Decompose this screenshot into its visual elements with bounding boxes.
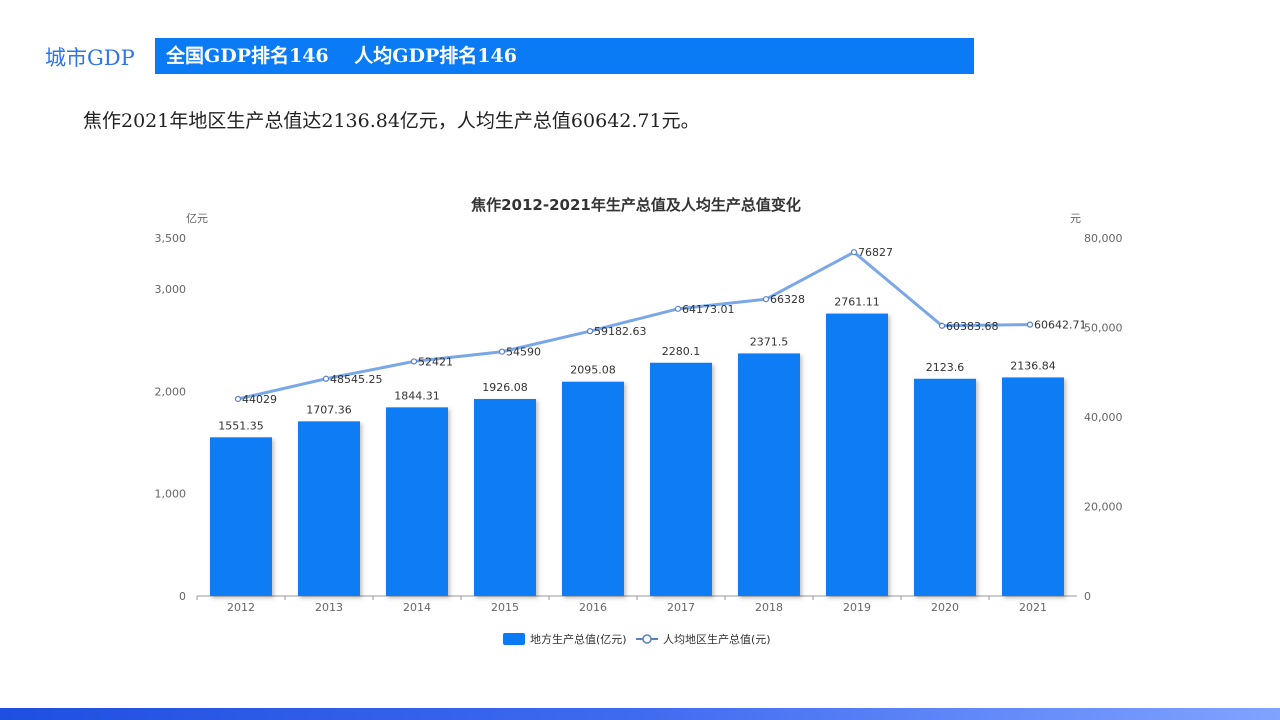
right-axis-tick-label: 80,000 — [1084, 232, 1123, 245]
line-value-label: 48545.25 — [330, 373, 383, 386]
line-value-label: 60642.71 — [1034, 319, 1087, 332]
line-point — [1026, 321, 1034, 328]
left-axis-tick-label: 3,000 — [155, 283, 187, 296]
bar-value-label: 2123.6 — [926, 361, 965, 374]
bar-gdp — [738, 353, 800, 596]
right-axis-tick-label: 20,000 — [1084, 501, 1123, 514]
legend-label-bar: 地方生产总值(亿元) — [530, 632, 627, 646]
right-axis-tick-label: 40,000 — [1084, 411, 1123, 424]
line-point — [234, 395, 242, 403]
right-axis-tick-label: 0 — [1084, 590, 1091, 603]
bar-value-label: 2371.5 — [750, 335, 789, 348]
line-value-label: 59182.63 — [594, 325, 647, 338]
ranking-banner: 全国GDP排名146 人均GDP排名146 — [155, 38, 974, 74]
bar-gdp — [474, 398, 536, 596]
bar-gdp — [386, 407, 448, 596]
bar-value-label: 2136.84 — [1010, 359, 1056, 372]
legend-swatch-line-marker — [642, 634, 652, 644]
line-point — [498, 348, 506, 355]
line-point — [586, 328, 594, 335]
bar-gdp — [826, 313, 888, 596]
left-axis-tick-label: 3,500 — [155, 232, 187, 245]
legend-swatch-bar — [503, 633, 525, 645]
x-axis-tick-label: 2017 — [667, 601, 695, 614]
line-point — [322, 375, 330, 382]
line-value-label: 44029 — [242, 393, 277, 406]
bar-value-label: 1707.36 — [306, 403, 352, 416]
left-axis-unit: 亿元 — [186, 212, 208, 225]
line-point — [674, 305, 682, 312]
line-value-label: 66328 — [770, 293, 805, 306]
bar-value-label: 2280.1 — [662, 345, 701, 358]
bar-value-label: 2761.11 — [834, 296, 880, 309]
x-axis-tick-label: 2015 — [491, 601, 519, 614]
line-point — [850, 249, 858, 256]
bar-gdp — [562, 381, 624, 596]
chart-title: 焦作2012-2021年生产总值及人均生产总值变化 — [470, 196, 801, 214]
x-axis-tick-label: 2013 — [315, 601, 343, 614]
x-axis-tick-label: 2020 — [931, 601, 959, 614]
bar-value-label: 1926.08 — [482, 381, 528, 394]
x-axis-tick-label: 2014 — [403, 601, 431, 614]
section-label: 城市GDP — [45, 46, 135, 70]
line-value-label: 60383.68 — [946, 320, 999, 333]
bar-gdp — [1002, 377, 1064, 596]
bar-value-label: 1551.35 — [218, 419, 264, 432]
legend-label-line: 人均地区生产总值(元) — [663, 632, 771, 646]
x-axis-tick-label: 2019 — [843, 601, 871, 614]
bar-value-label: 2095.08 — [570, 364, 616, 377]
right-axis-tick-label: 50,000 — [1084, 322, 1123, 335]
x-axis-tick-label: 2012 — [227, 601, 255, 614]
line-value-label: 54590 — [506, 346, 541, 359]
left-axis-tick-label: 0 — [179, 590, 186, 603]
bar-value-label: 1844.31 — [394, 389, 440, 402]
right-axis-unit: 元 — [1070, 212, 1081, 225]
x-axis-tick-label: 2016 — [579, 601, 607, 614]
line-point — [938, 322, 946, 329]
x-axis-tick-label: 2021 — [1019, 601, 1047, 614]
x-axis-tick-label: 2018 — [755, 601, 783, 614]
left-axis-tick-label: 1,000 — [155, 488, 187, 501]
bar-gdp — [650, 362, 712, 596]
bottom-decoration-stripe — [0, 708, 1280, 720]
bar-gdp — [914, 378, 976, 596]
bar-gdp — [298, 421, 360, 596]
bar-gdp — [210, 437, 272, 596]
line-value-label: 76827 — [858, 246, 893, 259]
line-point — [762, 296, 770, 303]
line-per-capita-gdp — [237, 250, 1031, 401]
line-point — [410, 358, 418, 365]
line-value-label: 52421 — [418, 355, 453, 368]
summary-text: 焦作2021年地区生产总值达2136.84亿元，人均生产总值60642.71元。 — [83, 110, 700, 132]
line-value-label: 64173.01 — [682, 303, 735, 316]
left-axis-tick-label: 2,000 — [155, 385, 187, 398]
